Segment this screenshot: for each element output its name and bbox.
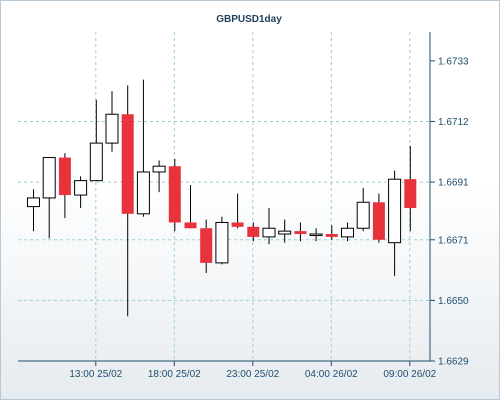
candle-body-up: [105, 113, 119, 144]
candle: [184, 184, 197, 229]
candle-body-up: [74, 180, 88, 196]
candle: [388, 170, 402, 276]
x-tick-label: 18:00 25/02: [148, 369, 201, 380]
x-tick-label: 13:00 25/02: [69, 369, 122, 380]
candle: [168, 158, 181, 232]
candle: [215, 216, 229, 265]
x-tick-label: 04:00 26/02: [305, 369, 358, 380]
candle-body-up: [341, 227, 354, 238]
candle: [278, 219, 292, 243]
candle-body-down: [404, 179, 417, 209]
candle-body-down: [372, 202, 385, 240]
candle-body-down: [325, 234, 338, 237]
candle: [247, 222, 260, 242]
candle: [200, 219, 213, 273]
candle-body-up: [27, 197, 40, 208]
candle: [341, 222, 354, 242]
candles: [27, 79, 417, 317]
y-tick-label: 1.6629: [438, 357, 469, 368]
y-tick-label: 1.6691: [438, 178, 469, 189]
candle-body-up: [262, 227, 276, 238]
candle: [372, 193, 385, 243]
candle: [42, 157, 56, 239]
y-tick-label: 1.6712: [438, 117, 469, 128]
candle-body-down: [200, 228, 213, 263]
candle-body-down: [184, 222, 197, 229]
candle-body-up: [215, 221, 229, 264]
candle: [105, 91, 119, 152]
y-tick-label: 1.6733: [438, 56, 469, 67]
candle-body-up: [152, 165, 166, 173]
candle: [27, 189, 40, 232]
candle-body-up: [309, 233, 323, 237]
grid-lines: [18, 32, 430, 362]
candle-body-down: [231, 222, 244, 227]
candle-body-down: [121, 114, 134, 214]
candle: [58, 153, 71, 219]
candle: [356, 187, 370, 232]
x-tick-label: 23:00 25/02: [226, 369, 279, 380]
candle-body-up: [278, 230, 292, 235]
candle: [89, 99, 103, 182]
y-tick-label: 1.6650: [438, 296, 469, 307]
candle-body-up: [89, 142, 103, 182]
candle-body-up: [356, 201, 370, 229]
candle: [152, 160, 166, 193]
candle-body-up: [42, 157, 56, 199]
candle-body-up: [388, 178, 402, 244]
candle: [136, 79, 150, 217]
chart-title: GBPUSD1day: [216, 14, 282, 25]
candle: [325, 225, 338, 240]
candle: [309, 228, 323, 242]
candle: [294, 222, 307, 242]
x-tick-label: 09:00 26/02: [383, 369, 436, 380]
candle: [262, 208, 276, 245]
candle-body-down: [294, 231, 307, 235]
candle-body-down: [168, 166, 181, 223]
candle-body-up: [136, 171, 150, 215]
candle: [74, 176, 88, 209]
candle: [231, 193, 244, 229]
candle: [404, 145, 417, 232]
candle-body-down: [58, 157, 71, 196]
y-tick-label: 1.6671: [438, 235, 469, 246]
axes: 1.6733 1.6712 1.6691 1.6671 1.6650 1.6629 13:0…: [18, 32, 469, 380]
candle-body-down: [247, 226, 260, 237]
candle: [121, 85, 134, 317]
